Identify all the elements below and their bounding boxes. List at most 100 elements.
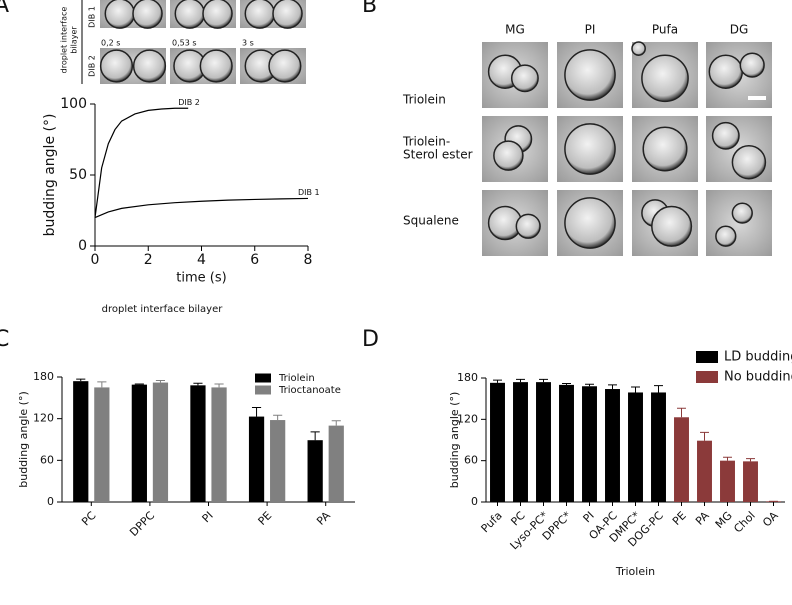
column-header: DG (730, 23, 749, 37)
row-label: DIB 2 (88, 55, 97, 77)
y-tick-label: 0 (471, 495, 478, 508)
line (94, 197, 309, 219)
droplet (132, 49, 167, 83)
legend-label: Triolein (278, 373, 315, 384)
error-bar (134, 383, 144, 385)
x-tick-label: PA (693, 509, 712, 528)
bar (307, 440, 323, 502)
y-tick-label: 60 (464, 454, 478, 467)
legend-label: LD budding (724, 350, 792, 365)
x-tick-label: 0 (91, 252, 100, 268)
x-tick-label: PI (581, 509, 597, 525)
bar (152, 382, 169, 502)
bar (73, 381, 89, 502)
droplet (174, 0, 206, 29)
droplet (510, 64, 539, 93)
droplet (272, 0, 303, 29)
error-bar (76, 378, 86, 382)
bar (248, 416, 265, 502)
droplet (641, 54, 689, 103)
droplet (564, 123, 616, 175)
y-tick-label: 50 (69, 167, 87, 183)
x-axis-label: time (s) (176, 271, 226, 286)
droplet (515, 213, 541, 239)
droplet (731, 144, 767, 180)
error-bar (539, 378, 548, 383)
droplet (104, 0, 136, 29)
y-axis-label: budding angle (°) (448, 392, 461, 489)
x-tick-label: 4 (197, 252, 206, 268)
legend-label: No budding (724, 370, 792, 385)
row-label: Triolein (402, 93, 446, 107)
x-tick-label: DPPC (127, 509, 157, 539)
x-tick-label: Pufa (479, 509, 505, 535)
caption: droplet interface bilayer (102, 304, 224, 315)
droplet (564, 49, 616, 101)
y-tick-label: 120 (33, 412, 54, 425)
error-bar (193, 382, 203, 386)
bar (211, 387, 227, 502)
droplet (651, 205, 693, 247)
scale-bar (748, 96, 766, 100)
bar (328, 425, 344, 502)
error-bar (155, 379, 166, 383)
error-bar (97, 381, 107, 388)
series-label: DIB 2 (178, 98, 200, 107)
bar (513, 382, 528, 502)
x-tick-label: 2 (144, 252, 153, 268)
panel-label: B (362, 0, 377, 18)
bar (490, 382, 505, 502)
panel-label: D (362, 327, 379, 352)
series-label: DIB 1 (298, 188, 320, 197)
row-label: DIB 1 (88, 6, 97, 28)
droplet (708, 54, 744, 89)
bar (628, 392, 643, 502)
column-header: Pufa (652, 23, 678, 37)
error-bar (331, 420, 341, 426)
legend-swatch (255, 373, 271, 383)
y-tick-label: 180 (457, 371, 478, 384)
error-bar (700, 431, 709, 441)
droplet (202, 0, 233, 29)
y-tick-label: 0 (78, 238, 87, 254)
column-header: PI (585, 23, 596, 37)
column-header: MG (505, 23, 525, 37)
bar (94, 387, 110, 502)
droplet (642, 126, 688, 172)
droplet (631, 41, 646, 56)
x-tick-label: PE (670, 509, 689, 528)
line (94, 107, 189, 218)
droplet (715, 225, 737, 247)
bar (190, 385, 206, 502)
droplet (199, 49, 233, 83)
group-label: bilayer (70, 26, 79, 54)
legend-swatch (255, 385, 271, 395)
group-label: droplet interface (60, 7, 69, 74)
error-bar (273, 414, 283, 421)
x-axis-label: Triolein (615, 565, 655, 578)
bar (674, 417, 689, 502)
error-bar (493, 379, 502, 383)
x-tick-label: OA (760, 509, 781, 530)
error-bar (677, 407, 686, 418)
error-bar (723, 456, 732, 461)
x-tick-label: PA (314, 509, 333, 528)
error-bar (562, 383, 571, 385)
x-tick-label: PI (200, 509, 216, 525)
error-bar (310, 431, 320, 441)
y-tick-label: 120 (457, 412, 478, 425)
bar (559, 384, 574, 502)
bar (605, 389, 620, 502)
droplet (132, 0, 163, 29)
legend-swatch (696, 371, 718, 383)
error-bar (746, 458, 755, 462)
x-tick-label: PE (256, 509, 275, 528)
error-bar (654, 385, 663, 393)
droplet (244, 0, 276, 29)
x-tick-label: Chol (731, 509, 757, 535)
panel-label: C (0, 327, 9, 352)
droplet (739, 52, 765, 78)
time-label: 3 s (242, 39, 254, 48)
bar (720, 460, 735, 502)
